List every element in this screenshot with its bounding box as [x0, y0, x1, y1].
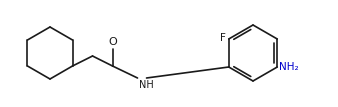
Text: F: F [220, 33, 226, 43]
Text: NH: NH [139, 80, 153, 90]
Text: NH₂: NH₂ [279, 62, 299, 72]
Text: O: O [108, 37, 117, 47]
